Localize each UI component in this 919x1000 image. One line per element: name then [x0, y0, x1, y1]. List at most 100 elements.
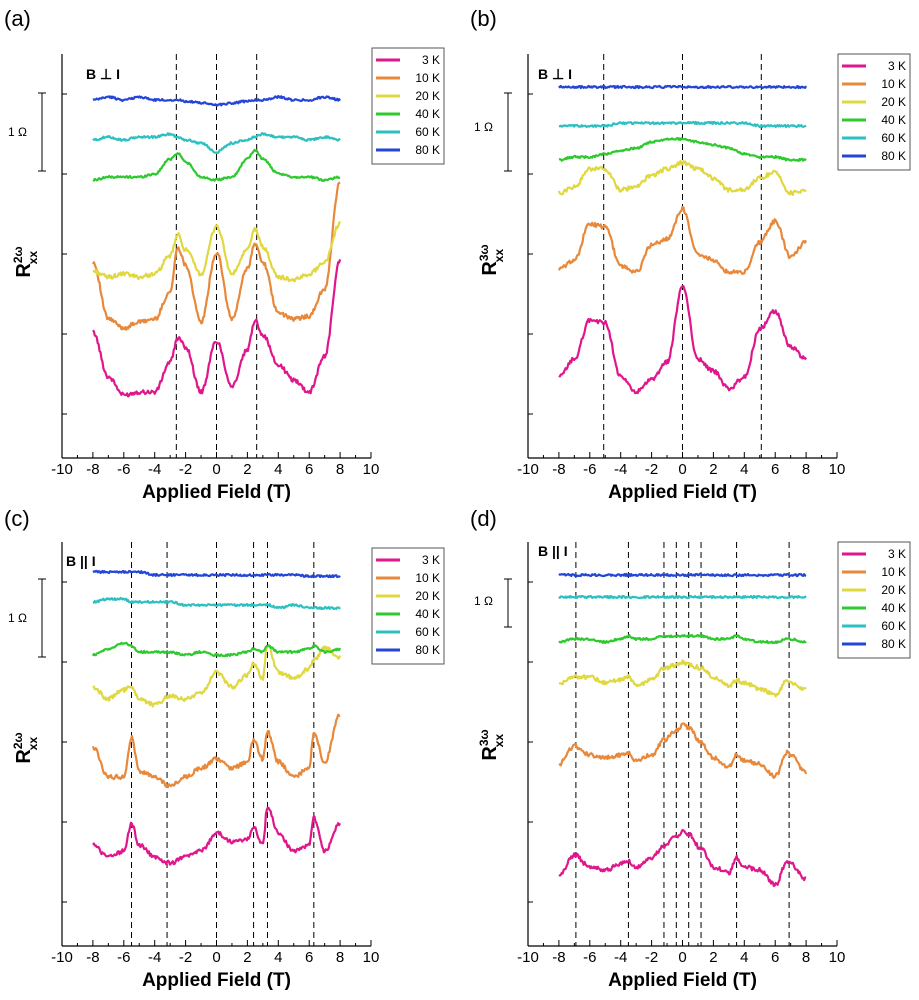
- legend-entry-label: 80 K: [415, 643, 440, 657]
- x-tick-label: 10: [829, 461, 846, 478]
- legend-entry-label: 60 K: [415, 625, 440, 639]
- panel-label: (b): [470, 6, 497, 31]
- x-tick-label: 2: [709, 949, 717, 966]
- x-tick-label: 6: [305, 949, 313, 966]
- x-tick-label: 4: [740, 461, 748, 478]
- x-tick-label: 4: [274, 461, 282, 478]
- legend-entry-label: 3 K: [422, 553, 440, 567]
- scale-bar-label: 1 Ω: [8, 611, 27, 625]
- y-axis-label: R2ωxx: [11, 246, 40, 277]
- panel-d: (d) -10 -8 -6 -4 -2 0 2 4 6 8 10 Applied Field (T) R3…: [470, 506, 911, 991]
- panel-label: (d): [470, 506, 497, 531]
- legend-entry-label: 3 K: [888, 59, 906, 73]
- x-tick-label: 6: [771, 461, 779, 478]
- x-tick-label: -10: [517, 949, 539, 966]
- x-axis-label: Applied Field (T): [142, 970, 291, 991]
- series-line-20k: [557, 159, 807, 196]
- x-tick-label: -2: [179, 949, 192, 966]
- field-orientation-label: B || I: [66, 553, 96, 569]
- series-line-3k: [558, 828, 807, 887]
- x-tick-label: -2: [179, 461, 192, 478]
- legend-entry-label: 20 K: [881, 583, 906, 597]
- legend-entry-label: 60 K: [881, 619, 906, 633]
- x-tick-label: -6: [583, 461, 596, 478]
- x-tick-label: 0: [212, 949, 220, 966]
- series-line-10k: [558, 722, 808, 779]
- series-line-10k: [91, 713, 341, 789]
- x-tick-label: -4: [614, 949, 627, 966]
- x-tick-label: 6: [771, 949, 779, 966]
- x-tick-label: -10: [51, 949, 73, 966]
- series-line-80k: [558, 84, 808, 90]
- field-orientation-label: B ⊥ I: [86, 66, 120, 82]
- x-tick-label: 0: [678, 949, 686, 966]
- y-axis-label: R3ωxx: [477, 244, 506, 275]
- legend-entry-label: 3 K: [422, 53, 440, 67]
- x-tick-label: 4: [274, 949, 282, 966]
- x-tick-label: 2: [243, 949, 251, 966]
- x-tick-label: -8: [552, 949, 565, 966]
- scale-bar-label: 1 Ω: [474, 594, 493, 608]
- panel-label: (c): [4, 506, 30, 531]
- y-axis-label: R3ωxx: [477, 729, 506, 760]
- legend-box: [837, 541, 911, 659]
- legend-entry-label: 10 K: [881, 565, 906, 579]
- legend: 3 K 10 K 20 K 40 K 60 K 80 K: [371, 47, 445, 165]
- scale-bar: 1 Ω: [8, 578, 46, 658]
- x-tick-label: -6: [117, 461, 130, 478]
- series-line-40k: [558, 137, 807, 163]
- series-line-20k: [92, 220, 342, 283]
- series-line-60k: [558, 594, 807, 600]
- legend: 3 K 10 K 20 K 40 K 60 K 80 K: [837, 541, 911, 659]
- x-tick-label: 2: [243, 461, 251, 478]
- x-tick-label: 2: [709, 461, 717, 478]
- legend-entry-label: 40 K: [881, 601, 906, 615]
- series-line-60k: [92, 596, 341, 611]
- panel-b: (b) -10 -8 -6 -4 -2 0 2 4 6 8 10 Applied Field (T) R3…: [470, 6, 911, 503]
- x-tick-label: 8: [336, 949, 344, 966]
- x-axis-label: Applied Field (T): [608, 970, 757, 991]
- x-tick-label: -4: [148, 949, 161, 966]
- legend-entry-label: 60 K: [415, 125, 440, 139]
- panel-c: (c) -10 -8 -6 -4 -2 0 2 4 6 8 10 Applied Field (T) R2…: [4, 506, 445, 991]
- series-line-80k: [92, 94, 342, 107]
- legend-entry-label: 60 K: [881, 131, 906, 145]
- legend-entry-label: 80 K: [415, 143, 440, 157]
- x-tick-label: -8: [86, 949, 99, 966]
- legend-entry-label: 20 K: [881, 95, 906, 109]
- x-tick-label: 10: [363, 461, 380, 478]
- legend-entry-label: 80 K: [881, 149, 906, 163]
- x-tick-label: 8: [802, 949, 810, 966]
- x-tick-label: 0: [678, 461, 686, 478]
- series-line-60k: [558, 120, 807, 129]
- x-tick-label: -2: [645, 461, 658, 478]
- field-orientation-label: B || I: [538, 543, 568, 559]
- x-tick-label: 6: [305, 461, 313, 478]
- legend-entry-label: 10 K: [881, 77, 906, 91]
- series-line-3k: [92, 806, 342, 866]
- x-tick-label: -8: [86, 461, 99, 478]
- x-tick-label: -8: [552, 461, 565, 478]
- legend: 3 K 10 K 20 K 40 K 60 K 80 K: [371, 547, 445, 665]
- series-line-60k: [92, 132, 341, 155]
- series-line-80k: [92, 569, 341, 579]
- legend-entry-label: 20 K: [415, 589, 440, 603]
- x-axis-label: Applied Field (T): [608, 482, 757, 503]
- series-line-80k: [558, 572, 807, 578]
- scale-bar-label: 1 Ω: [8, 125, 27, 139]
- series-line-40k: [91, 641, 342, 658]
- legend-entry-label: 40 K: [415, 607, 440, 621]
- x-tick-label: -10: [517, 461, 539, 478]
- y-axis-label: R2ωxx: [11, 732, 40, 763]
- legend-box: [371, 547, 445, 665]
- series-line-10k: [557, 205, 808, 275]
- series-line-3k: [558, 285, 808, 395]
- x-tick-label: -6: [583, 949, 596, 966]
- legend-entry-label: 20 K: [415, 89, 440, 103]
- panel-a: (a) -10 -8 -6 -4 -2 0 2 4 6 8 10 Applied Field (T) R2…: [4, 6, 445, 503]
- x-tick-label: -4: [148, 461, 161, 478]
- x-tick-label: -4: [614, 461, 627, 478]
- x-tick-label: -10: [51, 461, 73, 478]
- x-tick-label: 4: [740, 949, 748, 966]
